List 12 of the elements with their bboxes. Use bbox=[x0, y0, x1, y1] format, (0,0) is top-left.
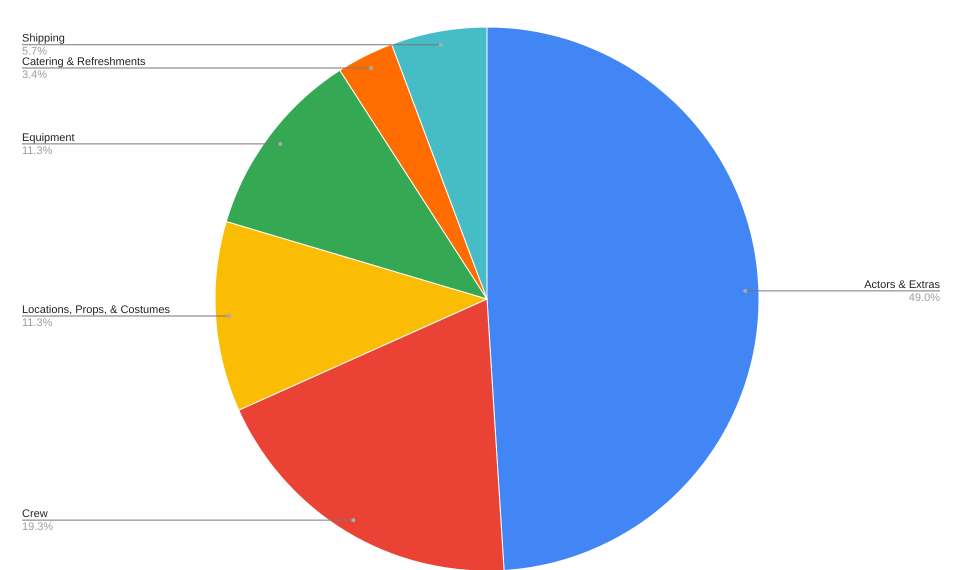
slice-label: Equipment bbox=[22, 132, 75, 144]
slice-label: Catering & Refreshments bbox=[22, 56, 146, 68]
data-label: 5.7% bbox=[22, 46, 48, 58]
data-label: 49.0% bbox=[908, 292, 940, 304]
slice-label: Actors & Extras bbox=[864, 278, 940, 291]
data-label: 19.3% bbox=[22, 521, 54, 534]
data-label: 3.4% bbox=[22, 69, 48, 82]
slice-label: Crew bbox=[22, 508, 48, 520]
slice-label: Shipping bbox=[22, 32, 65, 45]
data-label: 11.3% bbox=[22, 144, 53, 157]
data-label: 11.3% bbox=[22, 317, 53, 330]
slice-label: Locations, Props, & Costumes bbox=[22, 304, 170, 316]
